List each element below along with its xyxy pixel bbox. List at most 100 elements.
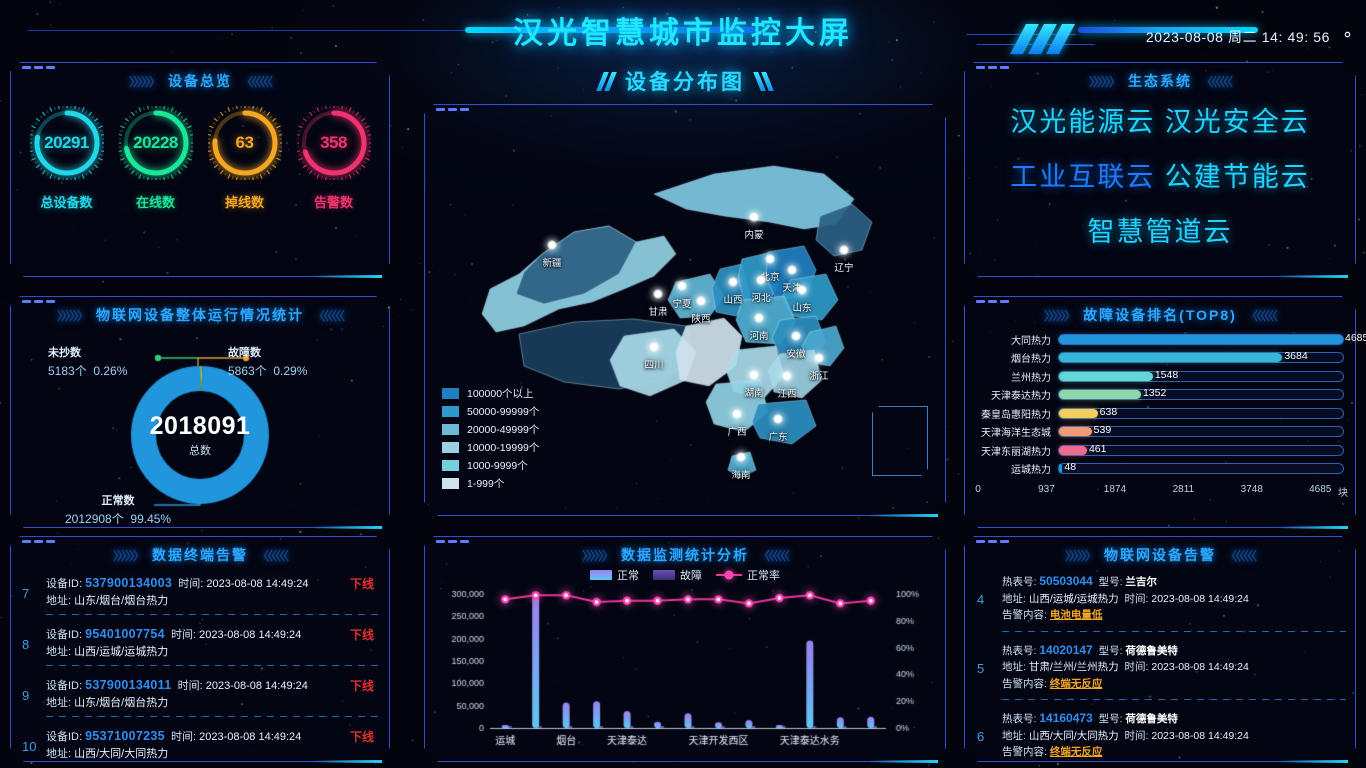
header-datetime: 2023-08-08 周二 14: 49: 56 xyxy=(1145,29,1330,45)
rank-row[interactable]: 天津泰达热力 1352 xyxy=(976,386,1344,405)
rank-label: 天津海洋生态城 xyxy=(981,428,1051,440)
terminal-alarm-list[interactable]: 7 下线 设备ID: 537900134003 时间: 2023-08-08 14:… xyxy=(18,570,380,760)
map-marker-dot[interactable] xyxy=(772,413,784,425)
map-marker-dot[interactable] xyxy=(786,264,798,276)
panel-title-terminal-alarm: 〉〉〉〉〉〉 数据终端告警 〈〈〈〈〈〈 xyxy=(10,545,390,565)
rank-bar xyxy=(1059,334,1343,344)
rank-value: 3684 xyxy=(1284,350,1308,363)
donut-label-unread-name: 未抄数 xyxy=(48,347,81,359)
map-marker-dot[interactable] xyxy=(838,244,850,256)
table-row[interactable]: 9 下线 设备ID: 537900134011 时间: 2023-08-08 14:… xyxy=(18,672,380,723)
row-index: 8 xyxy=(22,637,30,652)
eco-product[interactable]: 工业互联云 xyxy=(1010,162,1156,192)
rank-label: 天津泰达热力 xyxy=(991,391,1051,403)
map-marker-dot[interactable] xyxy=(648,341,660,353)
row-divider xyxy=(1002,630,1346,632)
gauge-1[interactable]: 20228 在线数 xyxy=(118,106,193,211)
rank-row[interactable]: 兰州热力 1548 xyxy=(976,367,1344,386)
row-index: 5 xyxy=(977,660,985,676)
eco-product[interactable]: 汉光能源云 xyxy=(1010,107,1156,137)
map-marker-dot[interactable] xyxy=(748,211,760,223)
panel-bottom-glow xyxy=(312,760,382,763)
legend-row[interactable]: 100000个以上 xyxy=(442,386,539,401)
table-row[interactable]: 4 热表号: 50503044 型号: 兰吉尔 地址: 山西/运城/运城热力 时间:… xyxy=(972,568,1346,637)
gear-icon[interactable] xyxy=(1339,26,1356,43)
map-marker-dot[interactable] xyxy=(748,369,760,381)
iot-alarm-list[interactable]: 4 热表号: 50503044 型号: 兰吉尔 地址: 山西/运城/运城热力 时间:… xyxy=(972,568,1346,760)
eco-product[interactable]: 智慧管道云 xyxy=(1087,217,1233,247)
map-marker-dot[interactable] xyxy=(546,239,558,251)
map-marker-dot[interactable] xyxy=(764,253,776,265)
rank-row[interactable]: 天津海洋生态城 539 xyxy=(976,423,1344,442)
panel-iot-device-alarm: 〉〉〉〉〉〉 物联网设备告警 〈〈〈〈〈〈 4 热表号: 50503044 型号:… xyxy=(964,536,1356,763)
panel-title-text: 设备总览 xyxy=(168,73,232,89)
rank-label: 天津东丽湖热力 xyxy=(981,446,1051,458)
rank-row[interactable]: 大同热力 4685 xyxy=(976,330,1366,349)
row-meter: 热表号: 14020147 型号: 荷德鲁美特 xyxy=(1002,642,1178,657)
axis-tick: 2811 xyxy=(1172,484,1195,495)
map-marker-dot[interactable] xyxy=(731,408,743,420)
panel-title-text: 故障设备排名(TOP8) xyxy=(1083,307,1237,323)
panel-device-overview: 〉〉〉〉〉〉 设备总览 〈〈〈〈〈〈 20291 总设备数 20228 在线数 63 掉线… xyxy=(10,62,390,278)
map-label: 江西 xyxy=(777,389,797,400)
legend-row[interactable]: 1-999个 xyxy=(442,476,539,491)
table-row[interactable]: 10 下线 设备ID: 95371007235 时间: 2023-08-08 14:… xyxy=(18,723,380,760)
row-address: 地址: 山西/大同/大同热力 时间: 2023-08-08 14:49:24 xyxy=(1002,729,1249,742)
rank-row[interactable]: 烟台热力 3684 xyxy=(976,349,1344,368)
corner-dash-decor xyxy=(22,540,55,543)
rank-bar xyxy=(1059,464,1063,474)
monitor-bar-line-canvas[interactable] xyxy=(424,580,946,762)
map-marker-dot[interactable] xyxy=(781,370,793,382)
rank-bar xyxy=(1059,390,1141,400)
row-primary: 设备ID: 537900134003 时间: 2023-08-08 14:49:… xyxy=(46,576,309,590)
gauge-label: 告警数 xyxy=(313,195,353,210)
legend-row[interactable]: 50000-99999个 xyxy=(442,404,539,419)
eco-product[interactable]: 公建节能云 xyxy=(1164,162,1310,192)
table-row[interactable]: 5 热表号: 14020147 型号: 荷德鲁美特 地址: 甘肃/兰州/兰州热力 时… xyxy=(972,637,1346,706)
map-marker-dot[interactable] xyxy=(813,352,825,364)
table-row[interactable]: 6 热表号: 14160473 型号: 荷德鲁美特 地址: 山西/大同/大同热力 时… xyxy=(972,705,1346,760)
row-address: 地址: 山西/运城/运城热力 xyxy=(46,646,169,658)
map-marker-dot[interactable] xyxy=(796,284,808,296)
row-index: 4 xyxy=(977,592,985,607)
row-address: 地址: 山西/大同/大同热力 xyxy=(46,748,169,760)
rank-axis: 0 937 1874 2811 3748 4685 块 xyxy=(975,484,1348,500)
panel-ecosystem: 〉〉〉〉〉〉 生态系统 〈〈〈〈〈〈 汉光能源云 汉光安全云 工业互联云 公建节能… xyxy=(964,62,1356,278)
map-marker-dot[interactable] xyxy=(676,280,688,292)
chevron-right-decor: 〉〉〉〉〉〉 xyxy=(1064,548,1097,563)
map-marker-dot[interactable] xyxy=(695,295,707,307)
gauge-0[interactable]: 20291 总设备数 xyxy=(29,106,104,211)
map-marker-dot[interactable] xyxy=(790,330,802,342)
axis-tick: 937 xyxy=(1038,484,1055,495)
donut-label-normal-count: 2012908个 xyxy=(65,512,124,526)
rank-value: 48 xyxy=(1064,461,1077,474)
table-row[interactable]: 7 下线 设备ID: 537900134003 时间: 2023-08-08 14:… xyxy=(18,570,380,621)
rank-row[interactable]: 天津东丽湖热力 461 xyxy=(976,441,1344,460)
slash-decor-left xyxy=(596,71,617,91)
chevron-right-decor: 〉〉〉〉〉〉 xyxy=(1088,74,1121,89)
rank-row[interactable]: 秦皇岛惠阳热力 638 xyxy=(976,404,1344,423)
table-row[interactable]: 8 下线 设备ID: 95401007754 时间: 2023-08-08 14:4… xyxy=(18,621,380,672)
panel-bottom-glow xyxy=(1278,526,1348,529)
map-marker-dot[interactable] xyxy=(652,288,664,300)
status-badge: 下线 xyxy=(349,628,374,642)
map-marker-dot[interactable] xyxy=(735,451,747,463)
gauge-2[interactable]: 63 掉线数 xyxy=(207,106,282,211)
map-marker-dot[interactable] xyxy=(753,312,765,324)
legend-swatch xyxy=(442,442,459,453)
eco-product[interactable]: 汉光安全云 xyxy=(1164,107,1310,137)
rank-row[interactable]: 运城热力 48 xyxy=(976,460,1344,479)
row-index: 7 xyxy=(22,586,30,601)
gauge-3[interactable]: 358 告警数 xyxy=(296,106,371,211)
gauge-label: 在线数 xyxy=(135,195,175,210)
rank-label: 烟台热力 xyxy=(1011,354,1051,366)
legend-row[interactable]: 1000-9999个 xyxy=(442,458,539,473)
row-address: 地址: 山东/烟台/烟台热力 xyxy=(46,595,169,607)
map-marker-dot[interactable] xyxy=(755,274,767,286)
fault-ranking-list: 大同热力 4685 烟台热力 3684 兰州热力 1548 天津泰达热力 1352 秦皇岛惠阳热… xyxy=(975,330,1366,500)
gauge-ring: 20291 xyxy=(29,106,104,180)
map-label: 湖南 xyxy=(744,388,764,399)
legend-row[interactable]: 10000-19999个 xyxy=(442,440,539,455)
legend-row[interactable]: 20000-49999个 xyxy=(442,422,539,437)
map-marker-dot[interactable] xyxy=(727,276,739,288)
